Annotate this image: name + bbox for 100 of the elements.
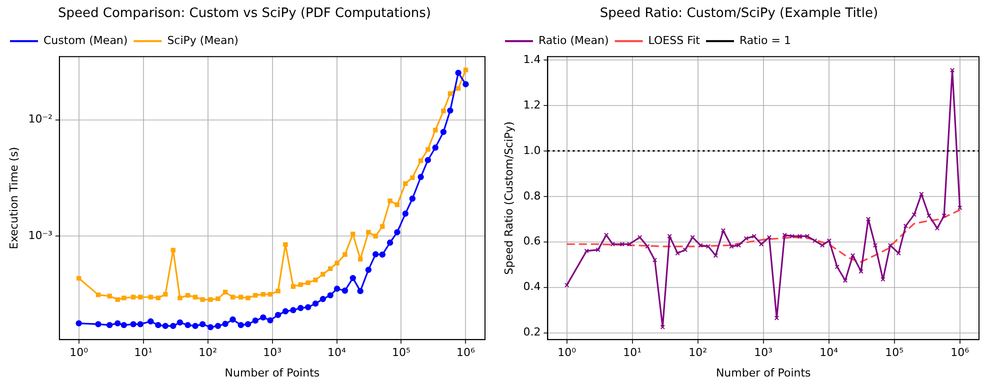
point: [230, 294, 236, 300]
point: [637, 234, 642, 240]
point: [456, 86, 461, 91]
point: [199, 321, 206, 328]
point: [758, 242, 764, 246]
point: [645, 244, 650, 249]
point: [290, 307, 296, 314]
x-tick-label: 10³: [263, 346, 282, 360]
point: [872, 242, 878, 248]
point: [320, 272, 326, 277]
y-tick-label: 1.2: [523, 98, 541, 112]
point: [858, 269, 864, 274]
point: [282, 308, 289, 314]
point: [842, 278, 848, 283]
point: [713, 253, 718, 258]
point: [834, 264, 840, 270]
point: [334, 286, 340, 292]
point: [380, 224, 385, 229]
point: [246, 296, 250, 300]
x-tick-label: 10¹: [134, 346, 153, 360]
point: [706, 244, 711, 249]
point: [313, 278, 318, 282]
point: [774, 316, 780, 320]
x-tick-label: 10⁵: [392, 346, 410, 360]
point: [334, 260, 340, 266]
point: [447, 107, 454, 114]
point: [373, 234, 378, 238]
point: [463, 68, 468, 72]
point: [358, 256, 363, 262]
legend-label: Ratio = 1: [739, 34, 791, 47]
point: [866, 216, 871, 222]
point: [934, 226, 940, 231]
point: [200, 297, 205, 302]
x-axis-title: Number of Points: [224, 366, 320, 380]
point: [207, 324, 214, 330]
point: [432, 144, 438, 151]
point: [736, 242, 742, 248]
point: [462, 81, 469, 88]
point: [350, 232, 356, 236]
chart-title: Speed Comparison: Custom vs SciPy (PDF Computations): [58, 6, 431, 22]
y-axis-title: Execution Time (s): [7, 146, 20, 250]
y-tick-label: 1.4: [523, 52, 541, 66]
point: [276, 288, 280, 294]
x-tick-label: 10⁴: [820, 346, 839, 360]
x-tick-label: 10⁶: [950, 346, 970, 360]
point: [253, 292, 258, 298]
point: [912, 212, 917, 217]
point: [252, 317, 258, 324]
x-axis-title: Number of Points: [716, 366, 812, 380]
point: [652, 258, 658, 262]
point: [372, 251, 379, 258]
point: [752, 234, 756, 239]
point: [312, 300, 319, 307]
point: [222, 290, 228, 294]
point: [888, 242, 893, 248]
point: [880, 277, 886, 282]
point: [148, 318, 154, 324]
x-tick-label: 10⁶: [456, 346, 476, 360]
point: [903, 224, 908, 228]
point: [163, 292, 168, 297]
point: [448, 91, 453, 96]
point: [170, 322, 176, 330]
point: [274, 312, 282, 318]
point: [402, 210, 408, 217]
point: [156, 296, 161, 300]
point: [388, 198, 392, 204]
x-tick-label: 10⁰: [70, 346, 89, 360]
point: [298, 304, 304, 312]
point: [216, 296, 220, 302]
point: [942, 213, 946, 218]
x-tick-label: 10²: [688, 346, 708, 360]
x-tick-label: 10¹: [623, 346, 642, 360]
point: [720, 228, 726, 233]
point: [357, 288, 364, 294]
point: [790, 234, 794, 239]
point: [178, 296, 182, 300]
point: [797, 234, 802, 239]
point: [379, 251, 386, 258]
point: [820, 242, 825, 248]
point: [418, 158, 424, 164]
point: [365, 266, 372, 273]
point: [238, 322, 244, 328]
point: [268, 292, 273, 297]
x-tick-label: 10³: [754, 346, 773, 360]
point: [184, 322, 191, 328]
point: [260, 292, 266, 297]
point: [455, 70, 462, 76]
point: [244, 321, 252, 328]
point: [350, 274, 356, 282]
point: [766, 234, 772, 240]
point: [320, 296, 326, 302]
point: [192, 322, 198, 330]
point: [426, 147, 430, 152]
point: [306, 280, 310, 286]
y-tick-label: 0.4: [523, 280, 541, 294]
point: [926, 213, 932, 218]
y-tick-label: 0.2: [523, 326, 541, 339]
point: [148, 294, 153, 300]
point: [328, 266, 333, 272]
point: [230, 316, 236, 323]
